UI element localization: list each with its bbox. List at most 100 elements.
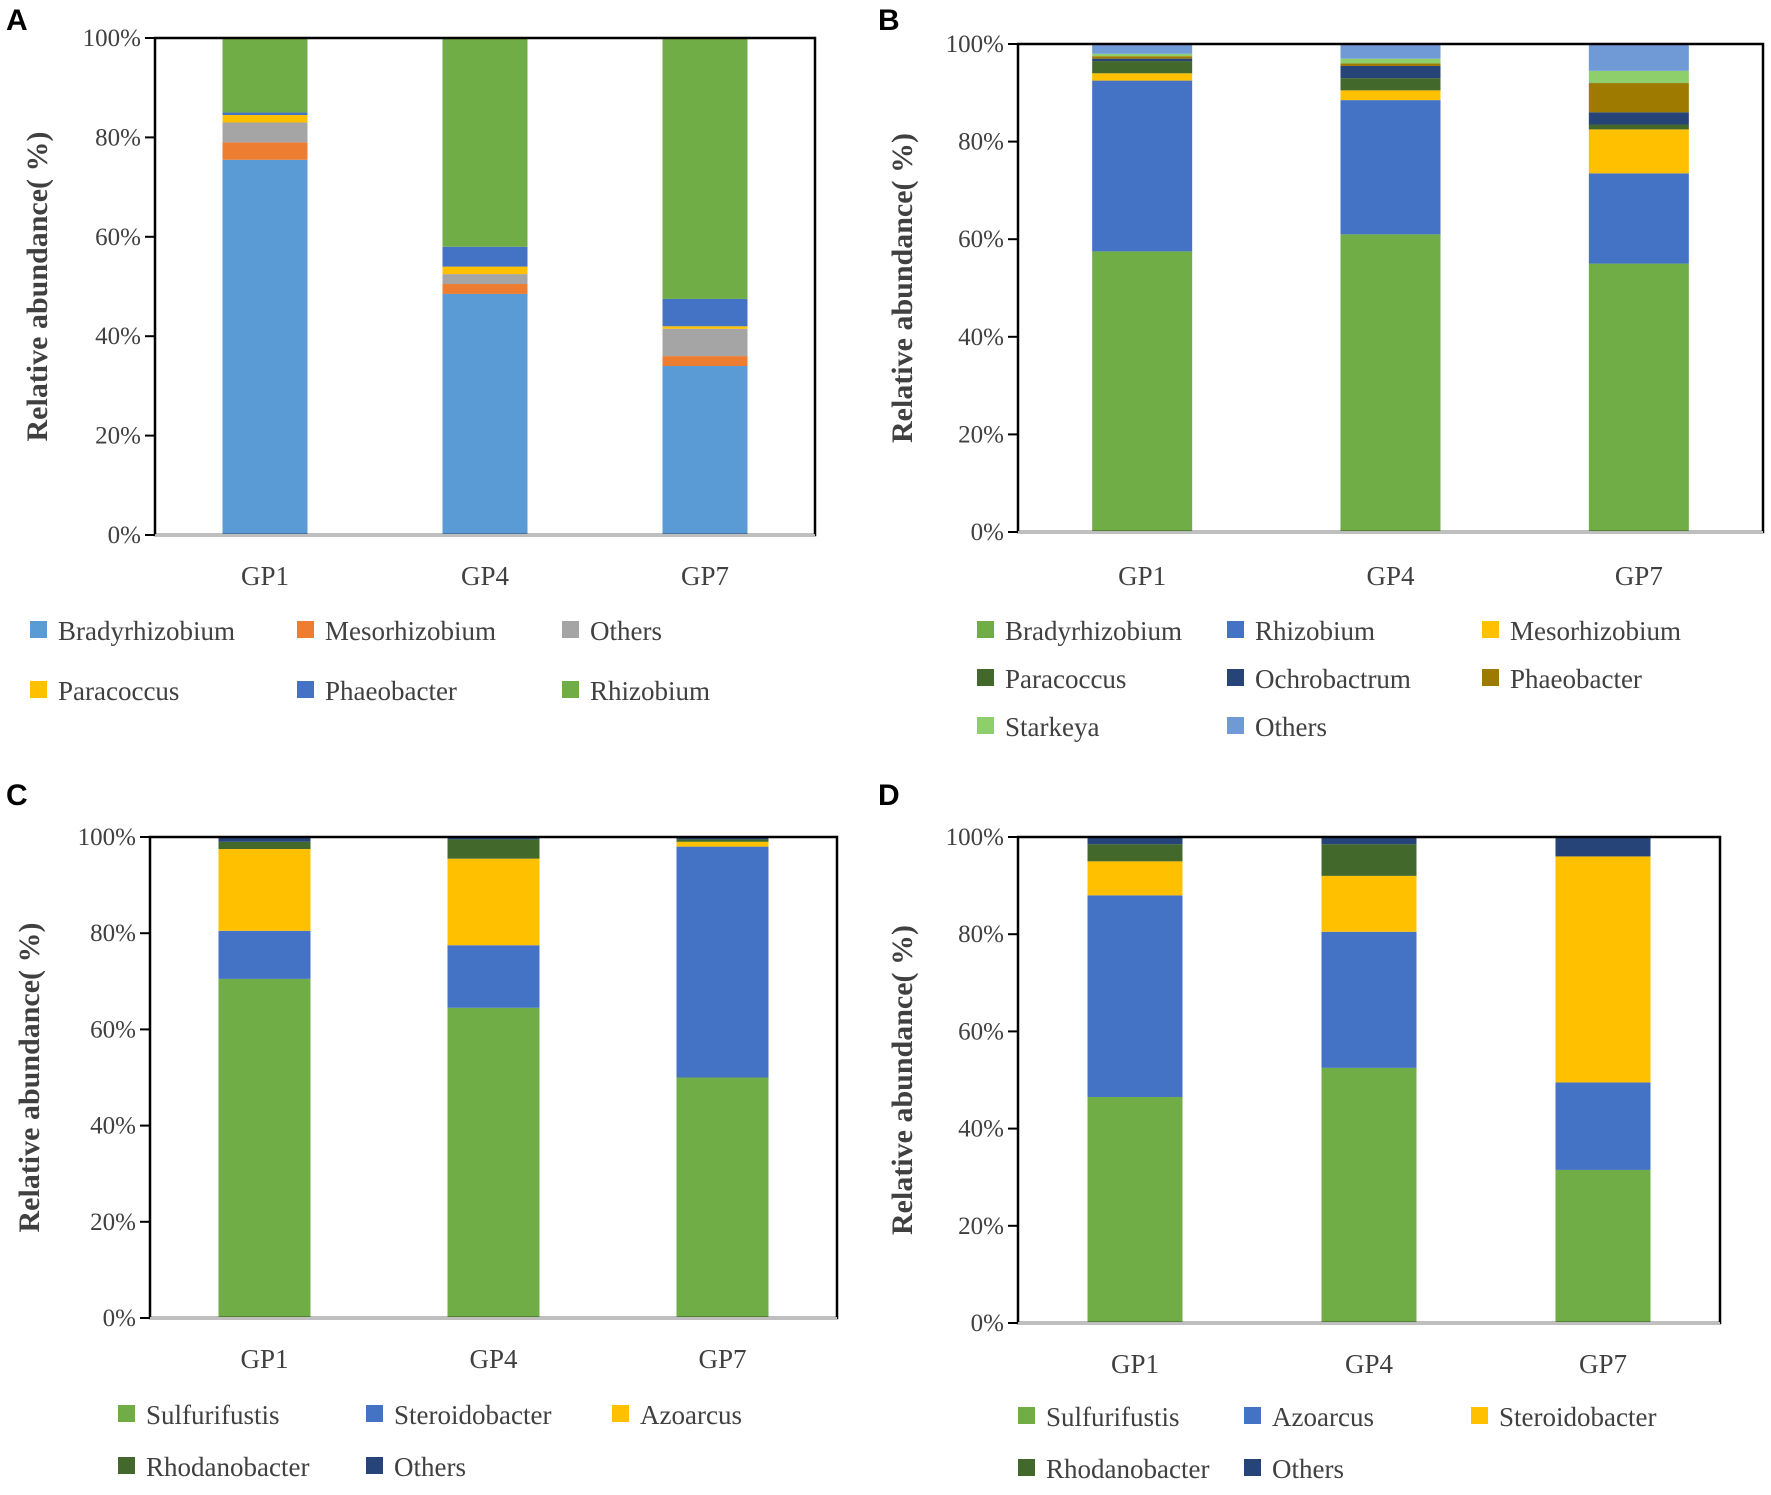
y-tick-label: 0% — [971, 1310, 1004, 1337]
y-tick-label: 40% — [958, 324, 1004, 351]
legend-label: Bradyrhizobium — [1005, 616, 1182, 646]
y-tick-label: 40% — [90, 1113, 136, 1140]
x-tick-label: GP7 — [1615, 561, 1663, 591]
legend-label: Rhizobium — [1255, 616, 1375, 646]
bar-segment-rhizobium-gp7 — [1588, 173, 1689, 264]
y-tick-label: 20% — [95, 423, 141, 450]
legend-label: Starkeya — [1005, 712, 1099, 742]
legend-label: Ochrobactrum — [1255, 664, 1411, 694]
bar-segment-sulfurifustis-gp1 — [218, 978, 311, 1318]
legend-label: Steroidobacter — [394, 1400, 551, 1430]
y-tick-label: 40% — [958, 1116, 1004, 1143]
bar-segment-others-gp1 — [1087, 837, 1183, 845]
legend-swatch — [30, 681, 47, 698]
bar-segment-rhodanobacter-gp1 — [1087, 844, 1183, 862]
bar-segment-azoarcus-gp1 — [218, 849, 311, 931]
legend-label: Bradyrhizobium — [58, 616, 235, 646]
legend-label: Rhizobium — [590, 676, 710, 706]
y-tick-label: 40% — [95, 323, 141, 350]
x-tick-label: GP1 — [240, 1344, 288, 1374]
legend-label: Phaeobacter — [325, 676, 457, 706]
bar-segment-phaeobacter-gp7 — [1588, 83, 1689, 113]
y-tick-label: 100% — [78, 824, 136, 851]
y-tick-label: 80% — [958, 921, 1004, 948]
bar-segment-phaeobacter-gp1 — [1092, 56, 1193, 59]
bar-segment-rhodanobacter-gp4 — [447, 839, 540, 859]
legend-swatch — [1227, 669, 1244, 686]
bar-segment-sulfurifustis-gp4 — [1321, 1067, 1417, 1323]
legend-label: Phaeobacter — [1510, 664, 1642, 694]
bar-segment-bradyrhizobium-gp1 — [222, 159, 308, 535]
y-tick-label: 60% — [95, 224, 141, 251]
legend-swatch — [366, 1405, 383, 1422]
bar-segment-others-gp4 — [1321, 837, 1417, 845]
legend-swatch — [366, 1457, 383, 1474]
legend-swatch — [1018, 1459, 1035, 1476]
panel-b: B GP1 GP4 GP7 0% 20% 40% 60% 80% 100% Relative abu… — [878, 4, 1765, 742]
x-tick-label: GP4 — [461, 561, 510, 591]
panel-d: D GP1 GP4 GP7 0% 20% 40% 60% 80% 100% Relative abu… — [878, 779, 1722, 1484]
legend-label: Mesorhizobium — [1510, 616, 1681, 646]
legend-swatch — [297, 621, 314, 638]
y-tick-label: 20% — [90, 1209, 136, 1236]
bar-segment-rhizobium-gp1 — [1092, 80, 1193, 252]
bar-segment-azoarcus-gp4 — [1321, 931, 1417, 1068]
legend-label: Rhodanobacter — [146, 1452, 309, 1482]
bar-segment-rhizobium-gp1 — [222, 38, 308, 113]
legend-swatch — [977, 717, 994, 734]
x-tick-label: GP1 — [1111, 1349, 1159, 1379]
bar-segment-paracoccus-gp1 — [1092, 61, 1193, 74]
y-tick-label: 80% — [95, 124, 141, 151]
bar-segment-others-gp7 — [1555, 837, 1651, 857]
bar-segment-steroidobacter-gp1 — [218, 930, 311, 979]
legend-swatch — [1244, 1407, 1261, 1424]
bar-segment-bradyrhizobium-gp1 — [1092, 251, 1193, 532]
bar-segment-starkeya-gp4 — [1340, 58, 1441, 64]
bar-segment-phaeobacter-gp4 — [442, 246, 528, 267]
x-tick-label: GP1 — [241, 561, 289, 591]
legend-label: Paracoccus — [1005, 664, 1126, 694]
panel-c: C GP1 GP4 GP7 0% 20% 40% 60% 80% 100% Relative abu… — [6, 779, 839, 1482]
bar-segment-steroidobacter-gp1 — [1087, 861, 1183, 896]
bar-segment-rhodanobacter-gp4 — [1321, 844, 1417, 876]
bar-segment-rhizobium-gp4 — [442, 38, 528, 247]
y-tick-label: 60% — [958, 226, 1004, 253]
bar-segment-steroidobacter-gp7 — [1555, 856, 1651, 1083]
bar-segment-phaeobacter-gp7 — [662, 298, 748, 327]
bar-segment-bradyrhizobium-gp7 — [662, 366, 748, 535]
bar-segment-rhizobium-gp7 — [662, 38, 748, 299]
y-tick-label: 100% — [946, 824, 1004, 851]
bar-segment-mesorhizobium-gp7 — [662, 356, 748, 367]
legend-swatch — [118, 1405, 135, 1422]
bar-segment-phaeobacter-gp1 — [222, 112, 308, 116]
y-tick-label: 0% — [971, 519, 1004, 546]
bar-segment-others-gp4 — [1340, 44, 1441, 59]
legend-label: Others — [590, 616, 662, 646]
legend-swatch — [1482, 621, 1499, 638]
y-tick-label: 100% — [83, 25, 141, 52]
bar-segment-mesorhizobium-gp7 — [1588, 129, 1689, 174]
bar-segment-bradyrhizobium-gp7 — [1588, 263, 1689, 532]
bar-segment-paracoccus-gp4 — [1340, 78, 1441, 91]
bar-segment-paracoccus-gp1 — [222, 115, 308, 123]
bar-segment-rhizobium-gp4 — [1340, 100, 1441, 235]
legend-swatch — [297, 681, 314, 698]
legend-label: Rhodanobacter — [1046, 1454, 1209, 1484]
legend-label: Paracoccus — [58, 676, 179, 706]
bar-segment-azoarcus-gp7 — [1555, 1082, 1651, 1170]
legend-label: Others — [1255, 712, 1327, 742]
legend-label: Azoarcus — [640, 1400, 742, 1430]
bar-segment-others-gp1 — [1092, 44, 1193, 54]
bar-segment-azoarcus-gp1 — [1087, 895, 1183, 1098]
y-axis-title: Relative abundance( %) — [13, 923, 46, 1233]
panel-letter: D — [878, 779, 900, 812]
y-tick-label: 60% — [90, 1016, 136, 1043]
bar-segment-rhodanobacter-gp7 — [676, 839, 769, 842]
bar-segment-sulfurifustis-gp7 — [676, 1077, 769, 1318]
legend-label: Sulfurifustis — [1046, 1402, 1180, 1432]
y-tick-label: 100% — [946, 31, 1004, 58]
bar-segment-others-gp1 — [222, 122, 308, 143]
bar-segment-mesorhizobium-gp4 — [442, 284, 528, 294]
bar-segment-others-gp7 — [1588, 44, 1689, 71]
